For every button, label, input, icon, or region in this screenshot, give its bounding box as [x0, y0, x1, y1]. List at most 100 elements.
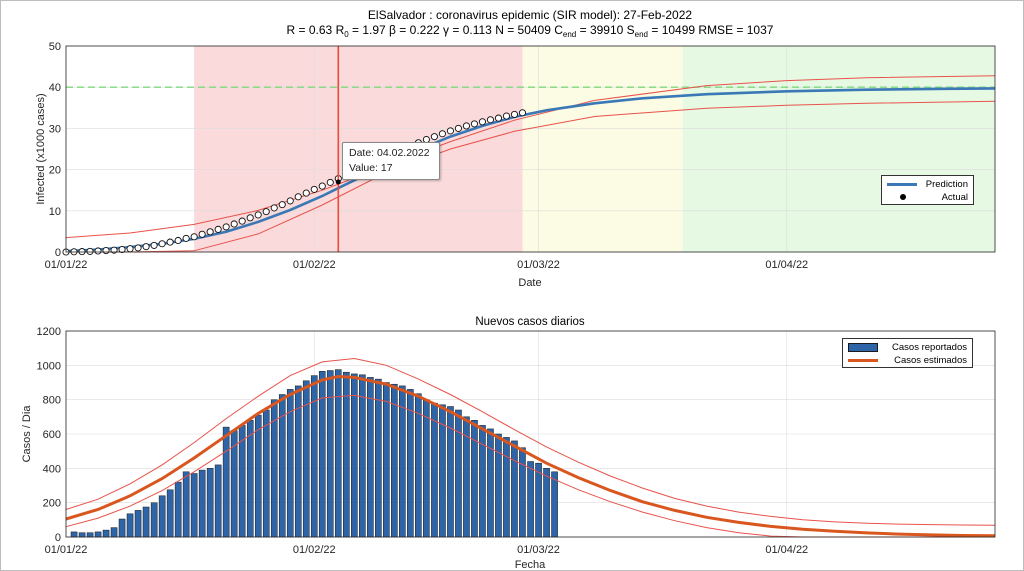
bar: [447, 406, 454, 538]
param-symbol: RMSE: [695, 23, 733, 37]
bar: [246, 420, 254, 538]
bar: [351, 373, 358, 538]
param-symbol: R: [287, 23, 296, 37]
actual-point: [254, 211, 262, 219]
bar: [174, 481, 182, 538]
actual-point: [222, 223, 230, 231]
bar: [310, 375, 318, 538]
y-tick-label: 800: [43, 395, 61, 407]
bar: [423, 399, 430, 538]
bar: [527, 461, 534, 538]
bar: [326, 370, 334, 538]
bar: [359, 374, 366, 538]
x-tick-label: 01/04/22: [765, 259, 808, 271]
bar: [182, 471, 190, 538]
actual-swatch: [900, 194, 906, 200]
param-value: = 10499: [648, 23, 695, 37]
bar: [487, 428, 494, 538]
bar: [190, 473, 198, 538]
date-cursor-line[interactable]: [335, 46, 341, 252]
x-tick-label: 01/03/22: [517, 544, 560, 556]
bar: [318, 371, 326, 538]
actual-point: [294, 193, 302, 201]
param-symbol: C: [551, 23, 563, 37]
bar: [495, 433, 502, 538]
top-x-axis-label: Date: [518, 277, 541, 289]
bottom-legend[interactable]: Casos reportados Casos estimados: [842, 338, 973, 368]
top-legend[interactable]: Prediction Actual: [881, 175, 974, 205]
param-value: = 1.97: [349, 23, 386, 37]
param-value: = 39910: [576, 23, 623, 37]
actual-point: [134, 244, 142, 252]
bottom-x-axis-label: Fecha: [515, 559, 546, 571]
bar: [70, 531, 78, 538]
actual-point: [118, 245, 126, 254]
actual-point: [430, 133, 438, 141]
legend-label-actual: Actual: [941, 192, 968, 203]
y-tick-label: 50: [49, 41, 61, 53]
actual-point: [470, 120, 478, 128]
legend-label-reported: Casos reportados: [892, 342, 967, 353]
actual-point: [310, 185, 318, 193]
actual-point: [462, 122, 470, 130]
datatip[interactable]: Date: 04.02.2022 Value: 17: [342, 142, 440, 180]
bar: [479, 425, 486, 538]
y-tick-label: 400: [43, 463, 61, 475]
actual-point: [126, 245, 134, 253]
bar: [158, 495, 166, 538]
actual-point: [518, 109, 527, 117]
actual-point: [190, 233, 198, 241]
legend-item-actual: Actual: [882, 191, 973, 204]
legend-label-estimated: Casos estimados: [894, 355, 967, 366]
shaded-region: [522, 46, 683, 252]
bar: [118, 518, 126, 538]
bottom-y-ticks: 0 200 400 600 800 1000 1200: [37, 326, 61, 544]
actual-point: [174, 236, 182, 245]
actual-point: [78, 248, 86, 256]
actual-point: [150, 241, 158, 249]
actual-point: [486, 116, 495, 124]
y-tick-label: 20: [49, 165, 61, 177]
estimated-swatch: [848, 359, 878, 362]
legend-label-prediction: Prediction: [925, 179, 968, 190]
bar: [455, 409, 462, 538]
bar: [334, 369, 342, 538]
band-line: [65, 357, 996, 526]
bar: [94, 531, 102, 538]
estimated-cases-line: [65, 374, 996, 538]
actual-point: [102, 247, 110, 255]
bar: [519, 447, 526, 538]
bar: [214, 464, 222, 538]
param-symbol: β: [386, 23, 396, 37]
shaded-regions: [194, 46, 995, 252]
bar: [375, 378, 382, 538]
actual-point: [454, 124, 462, 132]
actual-point: [166, 238, 174, 246]
actual-point: [246, 214, 254, 222]
band-line: [66, 100, 996, 253]
param-symbol: N: [492, 23, 504, 37]
reported-cases-bars: [70, 369, 558, 538]
param-symbol: R: [332, 23, 344, 37]
bar: [511, 440, 518, 538]
confidence-bands: [65, 75, 996, 253]
top-y-ticks: 0 10 20 30 40 50: [49, 41, 61, 259]
bar: [126, 513, 134, 538]
top-plot-box: [65, 45, 996, 253]
actual-point: [182, 234, 190, 242]
actual-point: [302, 189, 310, 197]
x-tick-label: 01/01/22: [45, 544, 88, 556]
legend-item-reported: Casos reportados: [843, 341, 972, 354]
actual-point: [318, 182, 326, 190]
param-value: = 0.222: [396, 23, 440, 37]
top-y-axis-label: Infected (x1000 cases): [35, 93, 47, 204]
x-tick-label: 01/04/22: [765, 544, 808, 556]
bar: [254, 414, 262, 538]
actual-point: [142, 243, 150, 251]
actual-point: [270, 204, 278, 212]
bar: [78, 532, 86, 538]
param-value: = 0.63: [295, 23, 332, 37]
bar: [551, 471, 558, 538]
